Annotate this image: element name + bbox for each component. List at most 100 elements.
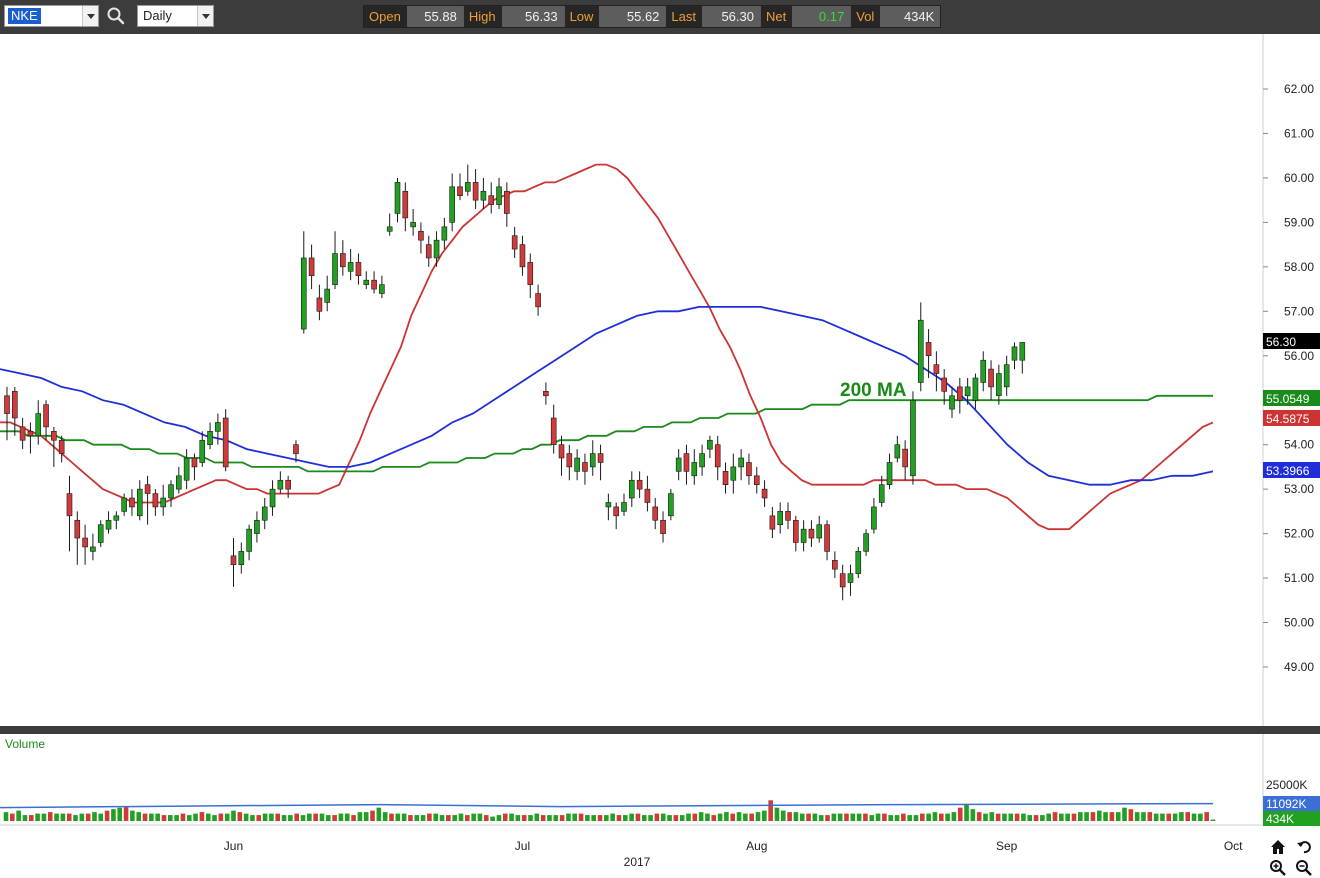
reset-icon[interactable] [1297,841,1311,854]
candle [589,440,596,476]
volume-bar [591,815,597,821]
candle-body [628,479,635,499]
volume-bar [1198,813,1203,821]
candle [871,498,877,534]
year-label: 2017 [624,855,651,869]
volume-bar [73,815,78,821]
symbol-dropdown-icon[interactable] [82,6,98,26]
candle-body [816,524,823,539]
candle-body [82,537,88,548]
candle [457,173,463,201]
volume-bar [85,813,91,821]
candle-body [550,417,557,445]
zoom-in-icon[interactable] [1270,860,1286,876]
volume-bar [237,812,243,821]
candle [183,449,190,490]
volume-bar [319,813,325,821]
price-axis: 62.0061.0060.0059.0058.0057.0056.0055.00… [1263,82,1314,674]
ma-200-line [0,394,1213,473]
candle-body [753,475,760,485]
candle [808,520,815,547]
volume-bar [376,807,382,821]
candle-body [97,524,104,543]
volume-panel[interactable]: Volume 25000K 11092K 434K [0,734,1320,826]
candle-body [652,506,659,521]
volume-bar [1141,812,1146,821]
volume-bar [54,813,59,821]
candle [793,515,799,552]
price-tick-label: 59.00 [1284,215,1314,229]
symbol-text[interactable]: NKE [8,8,41,24]
volume-axis-label: 25000K [1266,778,1307,792]
volume-bar [130,810,135,821]
volume-bar [294,813,299,821]
candle [168,480,174,507]
candle [769,506,776,539]
volume-bar [654,813,660,821]
panel-divider[interactable] [0,726,1320,734]
candle [246,524,252,561]
candle-body [402,190,409,219]
volume-bar [888,815,894,821]
volume-bar [711,815,717,821]
candle [199,431,206,467]
interval-select[interactable]: Daily [137,5,214,27]
symbol-input[interactable]: NKE [4,5,99,27]
month-label: Aug [746,839,767,853]
candle [668,489,674,521]
candle [527,253,534,298]
candle [394,177,401,223]
candle-body [113,515,120,521]
volume-bar [1160,813,1165,821]
candle [558,435,565,476]
price-panel[interactable]: 62.0061.0060.0059.0058.0057.0056.0055.00… [0,34,1320,726]
candle-body [4,395,10,414]
volume-bar [199,812,205,821]
volume-bar [111,809,116,821]
volume-bar [1096,810,1102,821]
volume-bar [1128,809,1134,821]
quote-value: 55.88 [406,6,463,27]
price-tick-label: 49.00 [1284,660,1314,674]
candle-body [293,444,299,454]
candle-body [121,497,127,512]
home-icon[interactable] [1271,840,1285,854]
volume-bar [471,813,476,821]
candle-body [410,222,416,228]
zoom-out-icon[interactable] [1296,860,1312,876]
candle-body [379,284,385,294]
candle [340,240,346,276]
candle [207,422,213,450]
candle [74,511,81,565]
volume-bar [768,800,773,821]
price-tick-label: 61.00 [1284,126,1314,140]
volume-bar [10,813,15,821]
candle-body [543,391,549,397]
time-axis: JunJulAugSepOctNov 2017 [0,824,1263,869]
volume-last-tag: 434K [1266,812,1294,826]
volume-bar [41,813,47,821]
candle [550,404,557,454]
chart-canvas[interactable]: 62.0061.0060.0059.0058.0057.0056.0055.00… [0,34,1320,878]
month-label: Sep [996,839,1018,853]
volume-bar [730,813,736,821]
volume-bar [875,813,881,821]
volume-bar [307,813,312,821]
volume-bar [1191,813,1197,821]
candle [730,453,737,494]
candle-body [964,386,971,397]
volume-bar [224,813,230,821]
volume-bar [616,815,622,821]
volume-bar [1210,819,1216,821]
search-icon[interactable] [106,6,126,26]
candle [566,444,573,481]
candle-body [574,457,580,472]
candle [480,177,487,210]
candle [699,444,705,476]
interval-dropdown-icon[interactable] [197,6,213,26]
volume-bar [414,815,420,821]
volume-bar [452,815,457,821]
volume-bar [1071,813,1077,821]
volume-bar [673,815,679,821]
candle-body [129,497,135,508]
